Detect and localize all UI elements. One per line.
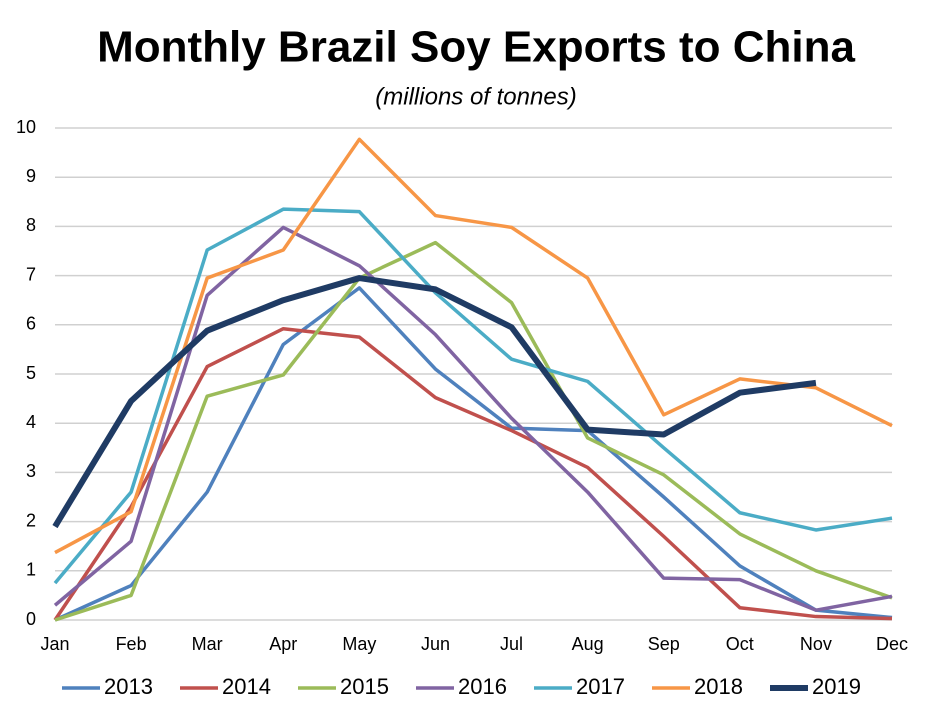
x-tick-label: Dec: [876, 634, 908, 654]
x-tick-label: Feb: [116, 634, 147, 654]
series-line: [53, 207, 893, 585]
series-line: [53, 326, 893, 621]
legend-label: 2018: [694, 674, 743, 699]
legend-label: 2015: [340, 674, 389, 699]
y-tick-label: 0: [26, 609, 36, 629]
legend-label: 2019: [812, 674, 861, 699]
series-line: [54, 240, 893, 622]
x-tick-label: Aug: [572, 634, 604, 654]
x-tick-label: Nov: [800, 634, 832, 654]
x-tick-label: Apr: [269, 634, 297, 654]
y-tick-label: 7: [26, 264, 36, 284]
y-tick-label: 6: [26, 314, 36, 334]
legend-label: 2016: [458, 674, 507, 699]
y-tick-label: 10: [16, 117, 36, 137]
y-tick-label: 1: [26, 560, 36, 580]
y-tick-label: 4: [26, 412, 36, 432]
series-line: [54, 286, 893, 622]
x-tick-label: Jun: [421, 634, 450, 654]
x-tick-label: Jul: [500, 634, 523, 654]
y-tick-label: 2: [26, 510, 36, 530]
x-tick-label: May: [342, 634, 376, 654]
legend-label: 2014: [222, 674, 271, 699]
x-tick-label: Sep: [648, 634, 680, 654]
chart-subtitle: (millions of tonnes): [375, 83, 576, 110]
x-tick-label: Oct: [726, 634, 754, 654]
series-line: [54, 137, 893, 555]
y-tick-label: 3: [26, 461, 36, 481]
legend-label: 2017: [576, 674, 625, 699]
series-line: [53, 225, 893, 612]
x-tick-label: Mar: [192, 634, 223, 654]
chart-title: Monthly Brazil Soy Exports to China: [97, 23, 855, 72]
y-tick-label: 8: [26, 215, 36, 235]
series-line: [52, 275, 817, 529]
y-tick-label: 9: [26, 166, 36, 186]
y-tick-label: 5: [26, 363, 36, 383]
legend-label: 2013: [104, 674, 153, 699]
x-tick-label: Jan: [40, 634, 69, 654]
